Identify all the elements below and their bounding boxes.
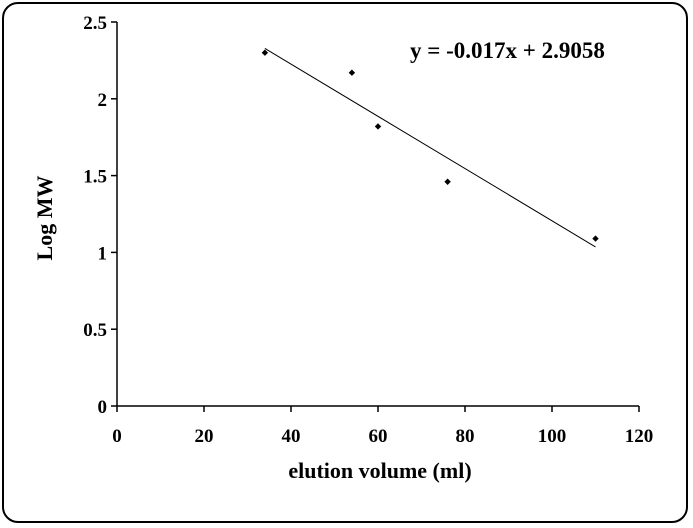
axes bbox=[116, 22, 639, 407]
x-tick-label: 20 bbox=[195, 426, 214, 447]
y-tick-label: 2 bbox=[98, 90, 108, 111]
y-tick-label: 1 bbox=[98, 243, 108, 264]
y-axis-title: Log MW bbox=[32, 176, 57, 261]
x-axis-title: elution volume (ml) bbox=[288, 458, 471, 483]
x-tick-label: 60 bbox=[369, 426, 388, 447]
x-tick-label: 120 bbox=[625, 426, 654, 447]
y-tick-label: 0.5 bbox=[83, 320, 107, 341]
y-tick-label: 0 bbox=[98, 397, 108, 418]
x-tick-label: 100 bbox=[538, 426, 567, 447]
y-tick-label: 1.5 bbox=[83, 167, 107, 188]
y-ticks: 0 0.5 1 1.5 2 2.5 bbox=[83, 13, 117, 418]
data-point bbox=[348, 69, 356, 76]
data-point bbox=[592, 235, 599, 242]
data-point bbox=[374, 123, 382, 130]
trendline-group bbox=[264, 48, 596, 248]
trendline bbox=[264, 48, 596, 248]
x-tick-label: 80 bbox=[456, 426, 475, 447]
data-point bbox=[444, 178, 451, 185]
x-ticks: 0 20 40 60 80 100 120 bbox=[112, 406, 653, 447]
trendline-equation: y = -0.017x + 2.9058 bbox=[410, 38, 605, 63]
x-tick-label: 0 bbox=[112, 426, 122, 447]
data-point bbox=[261, 49, 269, 56]
y-tick-label: 2.5 bbox=[83, 13, 107, 34]
x-tick-label: 40 bbox=[282, 426, 301, 447]
data-points bbox=[261, 49, 599, 242]
